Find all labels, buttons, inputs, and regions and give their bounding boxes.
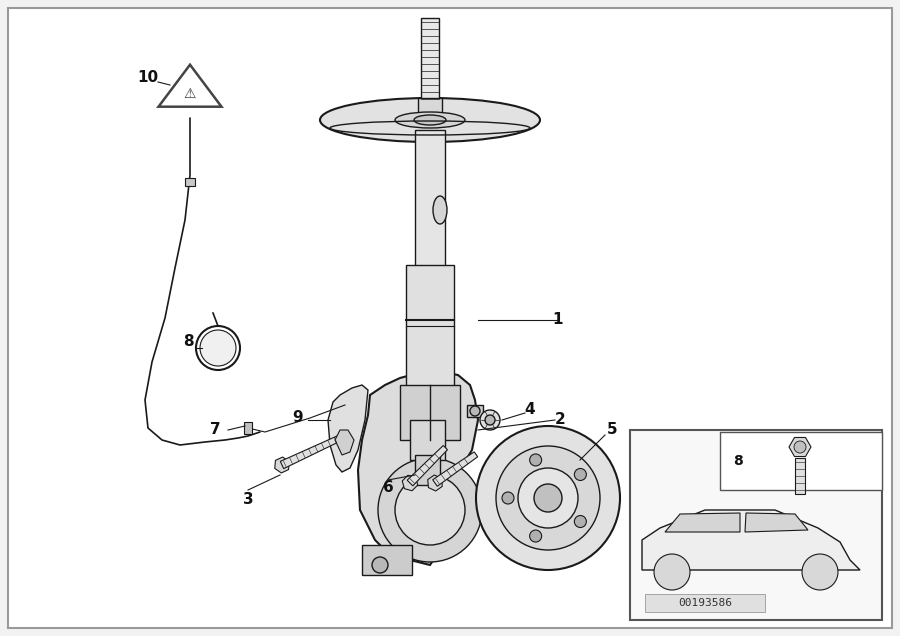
Bar — [421, 18, 439, 108]
Bar — [410, 420, 445, 460]
Text: 10: 10 — [138, 71, 158, 85]
Bar — [400, 385, 460, 440]
Circle shape — [802, 554, 838, 590]
Polygon shape — [745, 513, 808, 532]
Polygon shape — [328, 385, 368, 472]
Bar — [630, 430, 882, 620]
Bar — [415, 130, 445, 270]
Polygon shape — [158, 65, 221, 107]
Bar — [467, 405, 483, 417]
Polygon shape — [402, 475, 418, 491]
Circle shape — [200, 330, 236, 366]
Circle shape — [378, 458, 482, 562]
Polygon shape — [428, 475, 442, 491]
Ellipse shape — [433, 196, 447, 224]
Polygon shape — [642, 510, 860, 570]
Bar — [185, 178, 195, 186]
Bar — [720, 432, 882, 490]
Bar — [406, 265, 454, 390]
Text: 5: 5 — [607, 422, 617, 438]
Text: 1: 1 — [553, 312, 563, 328]
Circle shape — [574, 469, 587, 480]
Circle shape — [470, 406, 480, 416]
Text: 7: 7 — [210, 422, 220, 438]
Polygon shape — [358, 370, 478, 565]
Text: 8: 8 — [183, 335, 194, 350]
Text: 6: 6 — [382, 481, 393, 495]
Circle shape — [502, 492, 514, 504]
Text: 8: 8 — [734, 454, 742, 468]
Polygon shape — [433, 452, 478, 487]
Circle shape — [395, 475, 465, 545]
Circle shape — [574, 516, 587, 527]
Bar — [415, 455, 440, 485]
Bar — [418, 98, 442, 116]
Circle shape — [529, 530, 542, 542]
Circle shape — [496, 446, 600, 550]
Circle shape — [372, 557, 388, 573]
Circle shape — [534, 484, 562, 512]
Circle shape — [485, 415, 495, 425]
Bar — [244, 422, 252, 434]
Text: 3: 3 — [243, 492, 253, 508]
Polygon shape — [407, 446, 447, 486]
Ellipse shape — [320, 98, 540, 142]
Circle shape — [529, 454, 542, 466]
Circle shape — [196, 326, 240, 370]
Text: 4: 4 — [525, 403, 535, 417]
Text: 2: 2 — [554, 413, 565, 427]
Text: 9: 9 — [292, 410, 303, 425]
Circle shape — [654, 554, 690, 590]
Text: 00193586: 00193586 — [678, 598, 732, 608]
Bar — [645, 594, 765, 612]
Circle shape — [476, 426, 620, 570]
Circle shape — [518, 468, 578, 528]
Polygon shape — [280, 435, 342, 469]
Circle shape — [794, 441, 806, 453]
Text: ⚠: ⚠ — [184, 87, 196, 101]
Polygon shape — [335, 430, 354, 455]
Polygon shape — [665, 513, 740, 532]
Ellipse shape — [414, 115, 446, 125]
Circle shape — [480, 410, 500, 430]
Polygon shape — [274, 457, 289, 473]
Bar — [362, 545, 412, 575]
Polygon shape — [789, 438, 811, 457]
Ellipse shape — [395, 112, 465, 128]
Bar — [795, 458, 805, 494]
